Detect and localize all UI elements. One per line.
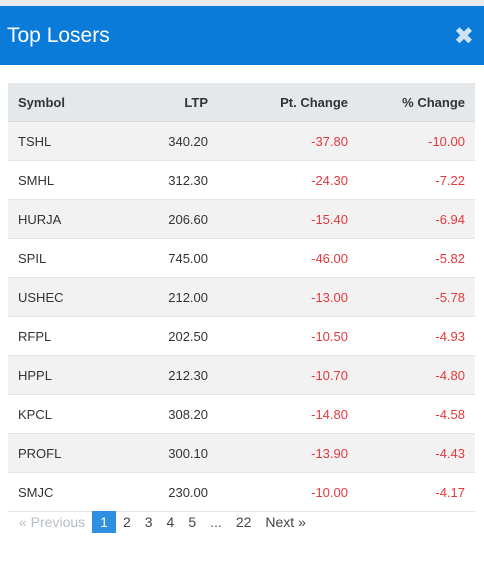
cell-ltp: 212.30 bbox=[128, 355, 218, 395]
cell-ltp: 745.00 bbox=[128, 238, 218, 278]
next-page-button[interactable]: Next » bbox=[265, 514, 306, 530]
cell-symbol: USHEC bbox=[8, 277, 128, 317]
modal-header: Top Losers ✖ bbox=[0, 6, 484, 65]
column-header-ltp[interactable]: LTP bbox=[128, 83, 218, 122]
cell-pt-change: -37.80 bbox=[218, 121, 358, 161]
modal-title: Top Losers bbox=[7, 24, 110, 47]
cell-pct-change: -4.17 bbox=[358, 472, 475, 512]
cell-ltp: 340.20 bbox=[128, 121, 218, 161]
cell-pct-change: -5.78 bbox=[358, 277, 475, 317]
table-row[interactable]: SMJC 230.00 -10.00 -4.17 bbox=[8, 472, 475, 512]
cell-pt-change: -10.50 bbox=[218, 316, 358, 356]
cell-pt-change: -14.80 bbox=[218, 394, 358, 434]
table-row[interactable]: RFPL 202.50 -10.50 -4.93 bbox=[8, 316, 475, 356]
cell-pct-change: -7.22 bbox=[358, 160, 475, 200]
page-button-1[interactable]: 1 bbox=[92, 511, 116, 533]
cell-ltp: 212.00 bbox=[128, 277, 218, 317]
column-header-pt-change[interactable]: Pt. Change bbox=[218, 83, 358, 122]
cell-pt-change: -13.00 bbox=[218, 277, 358, 317]
cell-pt-change: -10.00 bbox=[218, 472, 358, 512]
cell-symbol: KPCL bbox=[8, 394, 128, 434]
cell-pt-change: -10.70 bbox=[218, 355, 358, 395]
cell-ltp: 202.50 bbox=[128, 316, 218, 356]
cell-pct-change: -4.43 bbox=[358, 433, 475, 473]
table-row[interactable]: SMHL 312.30 -24.30 -7.22 bbox=[8, 160, 475, 200]
column-header-pct-change[interactable]: % Change bbox=[358, 83, 475, 122]
cell-ltp: 308.20 bbox=[128, 394, 218, 434]
cell-pt-change: -46.00 bbox=[218, 238, 358, 278]
cell-pct-change: -4.93 bbox=[358, 316, 475, 356]
cell-pct-change: -4.58 bbox=[358, 394, 475, 434]
cell-symbol: HURJA bbox=[8, 199, 128, 239]
cell-symbol: HPPL bbox=[8, 355, 128, 395]
top-losers-table: Symbol LTP Pt. Change % Change TSHL 340.2… bbox=[8, 83, 475, 512]
pagination-ellipsis: ... bbox=[210, 514, 222, 530]
table-row[interactable]: HPPL 212.30 -10.70 -4.80 bbox=[8, 355, 475, 395]
table-row[interactable]: PROFL 300.10 -13.90 -4.43 bbox=[8, 433, 475, 473]
table-row[interactable]: SPIL 745.00 -46.00 -5.82 bbox=[8, 238, 475, 278]
table-row[interactable]: TSHL 340.20 -37.80 -10.00 bbox=[8, 121, 475, 161]
cell-pt-change: -15.40 bbox=[218, 199, 358, 239]
cell-pt-change: -24.30 bbox=[218, 160, 358, 200]
cell-ltp: 230.00 bbox=[128, 472, 218, 512]
page-button-4[interactable]: 4 bbox=[166, 514, 175, 530]
pagination: « Previous 1 2 3 4 5 ... 22 Next » bbox=[12, 511, 313, 533]
cell-ltp: 300.10 bbox=[128, 433, 218, 473]
column-header-symbol[interactable]: Symbol bbox=[8, 83, 128, 122]
cell-ltp: 312.30 bbox=[128, 160, 218, 200]
cell-pt-change: -13.90 bbox=[218, 433, 358, 473]
page-button-last[interactable]: 22 bbox=[235, 514, 252, 530]
page-button-2[interactable]: 2 bbox=[122, 514, 131, 530]
page-button-5[interactable]: 5 bbox=[188, 514, 197, 530]
table-header-row: Symbol LTP Pt. Change % Change bbox=[8, 83, 475, 122]
cell-symbol: RFPL bbox=[8, 316, 128, 356]
cell-symbol: SMHL bbox=[8, 160, 128, 200]
cell-symbol: SPIL bbox=[8, 238, 128, 278]
page-button-3[interactable]: 3 bbox=[144, 514, 153, 530]
cell-pct-change: -10.00 bbox=[358, 121, 475, 161]
previous-page-button[interactable]: « Previous bbox=[19, 514, 86, 530]
table-row[interactable]: KPCL 308.20 -14.80 -4.58 bbox=[8, 394, 475, 434]
cell-ltp: 206.60 bbox=[128, 199, 218, 239]
table-row[interactable]: HURJA 206.60 -15.40 -6.94 bbox=[8, 199, 475, 239]
cell-symbol: TSHL bbox=[8, 121, 128, 161]
cell-pct-change: -4.80 bbox=[358, 355, 475, 395]
close-icon[interactable]: ✖ bbox=[453, 22, 474, 50]
cell-pct-change: -5.82 bbox=[358, 238, 475, 278]
cell-symbol: PROFL bbox=[8, 433, 128, 473]
cell-pct-change: -6.94 bbox=[358, 199, 475, 239]
cell-symbol: SMJC bbox=[8, 472, 128, 512]
table-row[interactable]: USHEC 212.00 -13.00 -5.78 bbox=[8, 277, 475, 317]
